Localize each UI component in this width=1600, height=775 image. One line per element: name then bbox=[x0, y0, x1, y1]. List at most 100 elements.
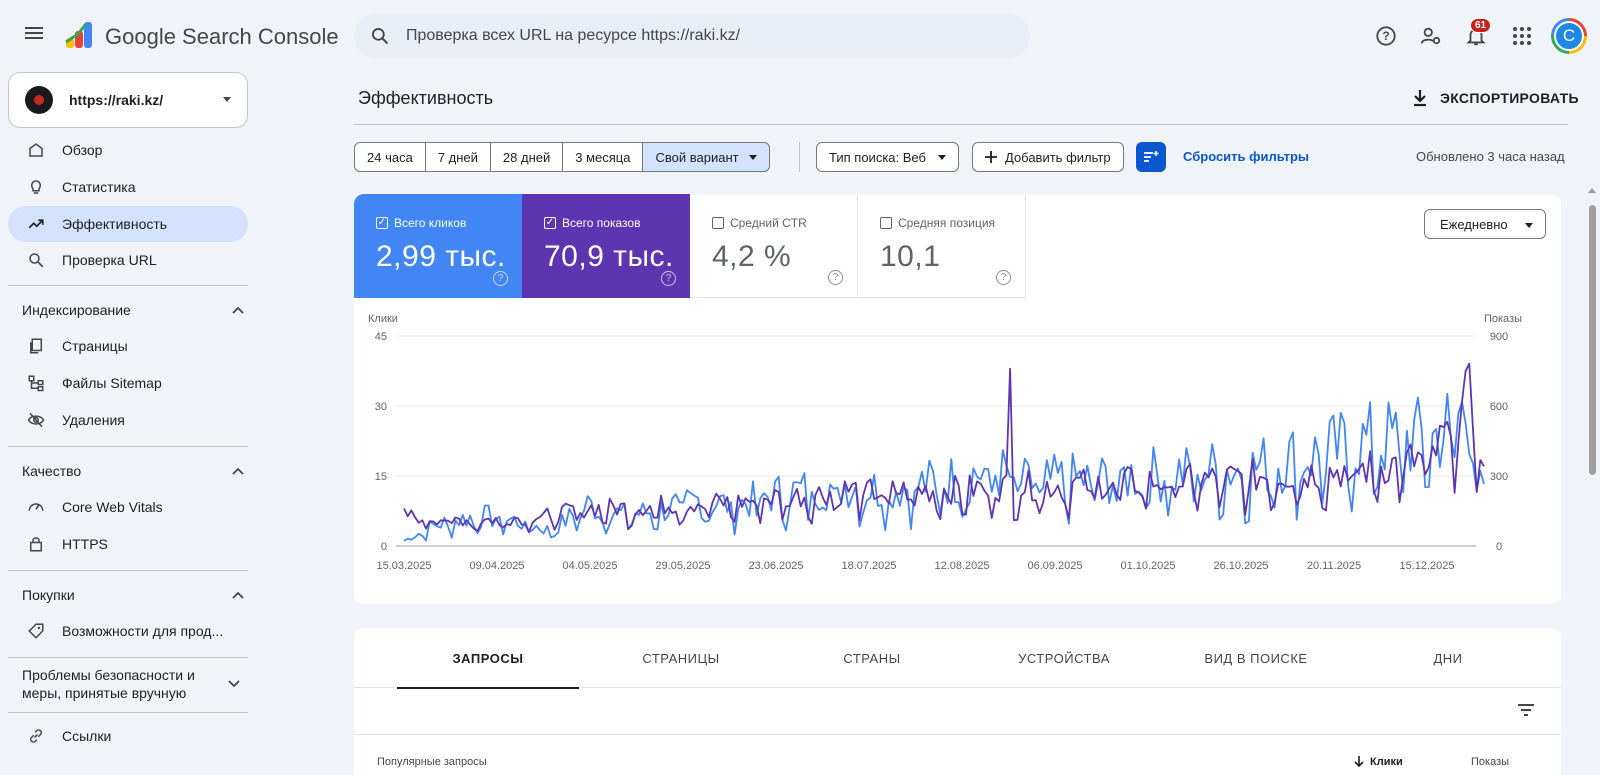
sidebar-item-overview[interactable]: Обзор bbox=[8, 132, 248, 168]
scrollbar-thumb[interactable] bbox=[1589, 205, 1596, 475]
export-label: ЭКСПОРТИРОВАТЬ bbox=[1440, 90, 1579, 106]
sidebar-divider bbox=[8, 570, 248, 571]
search-icon bbox=[372, 28, 389, 45]
reset-filters-link[interactable]: Сбросить фильтры bbox=[1183, 149, 1310, 164]
add-filter-label: Добавить фильтр bbox=[1005, 149, 1111, 165]
sidebar-item-insights[interactable]: Статистика bbox=[8, 169, 248, 205]
tab-pages[interactable]: СТРАНИЦЫ bbox=[642, 650, 720, 666]
column-header-impressions[interactable]: Показы bbox=[1471, 756, 1510, 768]
eye-off-icon bbox=[26, 410, 46, 430]
scroll-up-icon[interactable] bbox=[1588, 188, 1596, 193]
metric-average-position[interactable]: Средняя позиция 10,1 ? bbox=[858, 194, 1026, 298]
date-chip-28d[interactable]: 28 дней bbox=[489, 142, 564, 172]
sitemap-icon bbox=[26, 373, 46, 393]
tab-queries[interactable]: ЗАПРОСЫ bbox=[397, 628, 579, 689]
y-axis-title-right: Показы bbox=[1484, 313, 1522, 325]
y-tick-left: 0 bbox=[381, 541, 387, 553]
metric-label: Всего показов bbox=[562, 216, 641, 230]
menu-icon[interactable] bbox=[22, 24, 46, 48]
apps-grid-icon[interactable] bbox=[1510, 24, 1534, 48]
search-input[interactable] bbox=[406, 27, 966, 45]
x-tick-label: 29.05.2025 bbox=[655, 560, 710, 572]
chevron-down-icon bbox=[223, 97, 231, 102]
sidebar-item-sitemaps[interactable]: Файлы Sitemap bbox=[8, 365, 248, 401]
y-tick-right: 900 bbox=[1490, 331, 1508, 343]
help-icon[interactable]: ? bbox=[661, 271, 676, 286]
section-indexing[interactable]: Индексирование bbox=[22, 301, 244, 319]
search-icon bbox=[26, 250, 46, 270]
lightbulb-icon bbox=[26, 177, 46, 197]
sidebar-item-removals[interactable]: Удаления bbox=[8, 402, 248, 438]
sidebar-item-url-inspection[interactable]: Проверка URL bbox=[8, 242, 248, 278]
metric-average-ctr[interactable]: Средний CTR 4,2 % ? bbox=[690, 194, 858, 298]
help-icon[interactable]: ? bbox=[493, 271, 508, 286]
tab-days[interactable]: ДНИ bbox=[1433, 650, 1463, 666]
sidebar-divider bbox=[8, 446, 248, 447]
performance-card: ✓ Всего кликов 2,99 тыс. ? ✓ Всего показов… bbox=[354, 194, 1561, 604]
export-button[interactable]: ЭКСПОРТИРОВАТЬ bbox=[1412, 84, 1579, 112]
x-tick-label: 20.11.2025 bbox=[1307, 560, 1361, 572]
dimension-tabs: ЗАПРОСЫ СТРАНИЦЫ СТРАНЫ УСТРОЙСТВА ВИД В… bbox=[354, 628, 1561, 689]
property-selector[interactable]: https://raki.kz/ bbox=[8, 72, 248, 128]
help-icon[interactable]: ? bbox=[1374, 24, 1398, 48]
date-chip-custom[interactable]: Свой вариант bbox=[642, 142, 770, 172]
checkbox-unchecked-icon bbox=[880, 217, 892, 229]
x-tick-label: 23.06.2025 bbox=[748, 560, 803, 572]
tab-search-appearance[interactable]: ВИД В ПОИСКЕ bbox=[1204, 650, 1308, 666]
checkbox-unchecked-icon bbox=[712, 217, 724, 229]
sidebar-divider bbox=[8, 285, 248, 286]
section-security[interactable]: Проблемы безопасности и меры, принятые в… bbox=[22, 666, 240, 702]
sidebar-item-label: Ссылки bbox=[62, 728, 112, 744]
sidebar-item-merchant-opportunities[interactable]: Возможности для прод... bbox=[8, 613, 248, 649]
tab-devices[interactable]: УСТРОЙСТВА bbox=[1018, 650, 1110, 666]
x-tick-label: 15.12.2025 bbox=[1399, 560, 1454, 572]
sidebar-item-label: Эффективность bbox=[62, 216, 168, 232]
x-tick-label: 18.07.2025 bbox=[841, 560, 896, 572]
x-tick-label: 06.09.2025 bbox=[1027, 560, 1082, 572]
url-inspection-search[interactable] bbox=[354, 14, 1030, 58]
metric-value: 4,2 % bbox=[712, 240, 792, 273]
sidebar-item-label: Статистика bbox=[62, 179, 136, 195]
scrollbar[interactable] bbox=[1585, 180, 1600, 775]
search-type-filter[interactable]: Тип поиска: Веб bbox=[816, 142, 959, 172]
chevron-up-icon bbox=[232, 591, 244, 599]
page-title: Эффективность bbox=[358, 88, 494, 108]
help-icon[interactable]: ? bbox=[996, 270, 1011, 285]
date-chip-24h[interactable]: 24 часа bbox=[354, 142, 426, 172]
date-chip-7d[interactable]: 7 дней bbox=[424, 142, 491, 172]
sidebar-item-https[interactable]: HTTPS bbox=[8, 526, 248, 562]
filter-list-icon[interactable] bbox=[1514, 698, 1538, 722]
chevron-down-icon bbox=[937, 154, 946, 160]
sidebar-item-performance[interactable]: Эффективность bbox=[8, 206, 248, 242]
performance-chart: Клики Показы 0 0 15 300 30 600 45 900 15.03.2025 09… bbox=[368, 313, 1522, 572]
sidebar-item-pages[interactable]: Страницы bbox=[8, 328, 248, 364]
sidebar-item-label: Проверка URL bbox=[62, 252, 157, 268]
filter-settings-icon[interactable] bbox=[1136, 142, 1166, 172]
y-tick-left: 30 bbox=[375, 401, 387, 413]
column-header-query[interactable]: Популярные запросы bbox=[377, 756, 487, 768]
sidebar-divider bbox=[8, 657, 248, 658]
help-icon[interactable]: ? bbox=[828, 270, 843, 285]
metric-label: Средняя позиция bbox=[898, 216, 996, 230]
granularity-select[interactable]: Ежедневно bbox=[1424, 209, 1546, 239]
x-tick-label: 09.04.2025 bbox=[469, 560, 524, 572]
tag-icon bbox=[26, 621, 46, 641]
avatar[interactable]: C bbox=[1551, 18, 1587, 54]
add-filter-button[interactable]: Добавить фильтр bbox=[972, 142, 1124, 172]
sidebar-item-links[interactable]: Ссылки bbox=[8, 718, 248, 754]
checkbox-checked-icon: ✓ bbox=[544, 217, 556, 229]
section-shopping[interactable]: Покупки bbox=[22, 586, 244, 604]
avatar-letter: C bbox=[1554, 21, 1584, 51]
tab-countries[interactable]: СТРАНЫ bbox=[843, 650, 901, 666]
table-divider bbox=[354, 734, 1561, 735]
date-chip-3m[interactable]: 3 месяца bbox=[562, 142, 644, 172]
metric-total-impressions[interactable]: ✓ Всего показов 70,9 тыс. ? bbox=[522, 194, 690, 298]
column-header-clicks[interactable]: Клики bbox=[1354, 756, 1403, 768]
dimensions-card: ЗАПРОСЫ СТРАНИЦЫ СТРАНЫ УСТРОЙСТВА ВИД В… bbox=[354, 628, 1561, 775]
metric-total-clicks[interactable]: ✓ Всего кликов 2,99 тыс. ? bbox=[354, 194, 522, 298]
metric-label: Всего кликов bbox=[394, 216, 467, 230]
sidebar-item-core-web-vitals[interactable]: Core Web Vitals bbox=[8, 489, 248, 525]
section-quality[interactable]: Качество bbox=[22, 462, 244, 480]
user-settings-icon[interactable] bbox=[1419, 24, 1443, 48]
checkbox-checked-icon: ✓ bbox=[376, 217, 388, 229]
